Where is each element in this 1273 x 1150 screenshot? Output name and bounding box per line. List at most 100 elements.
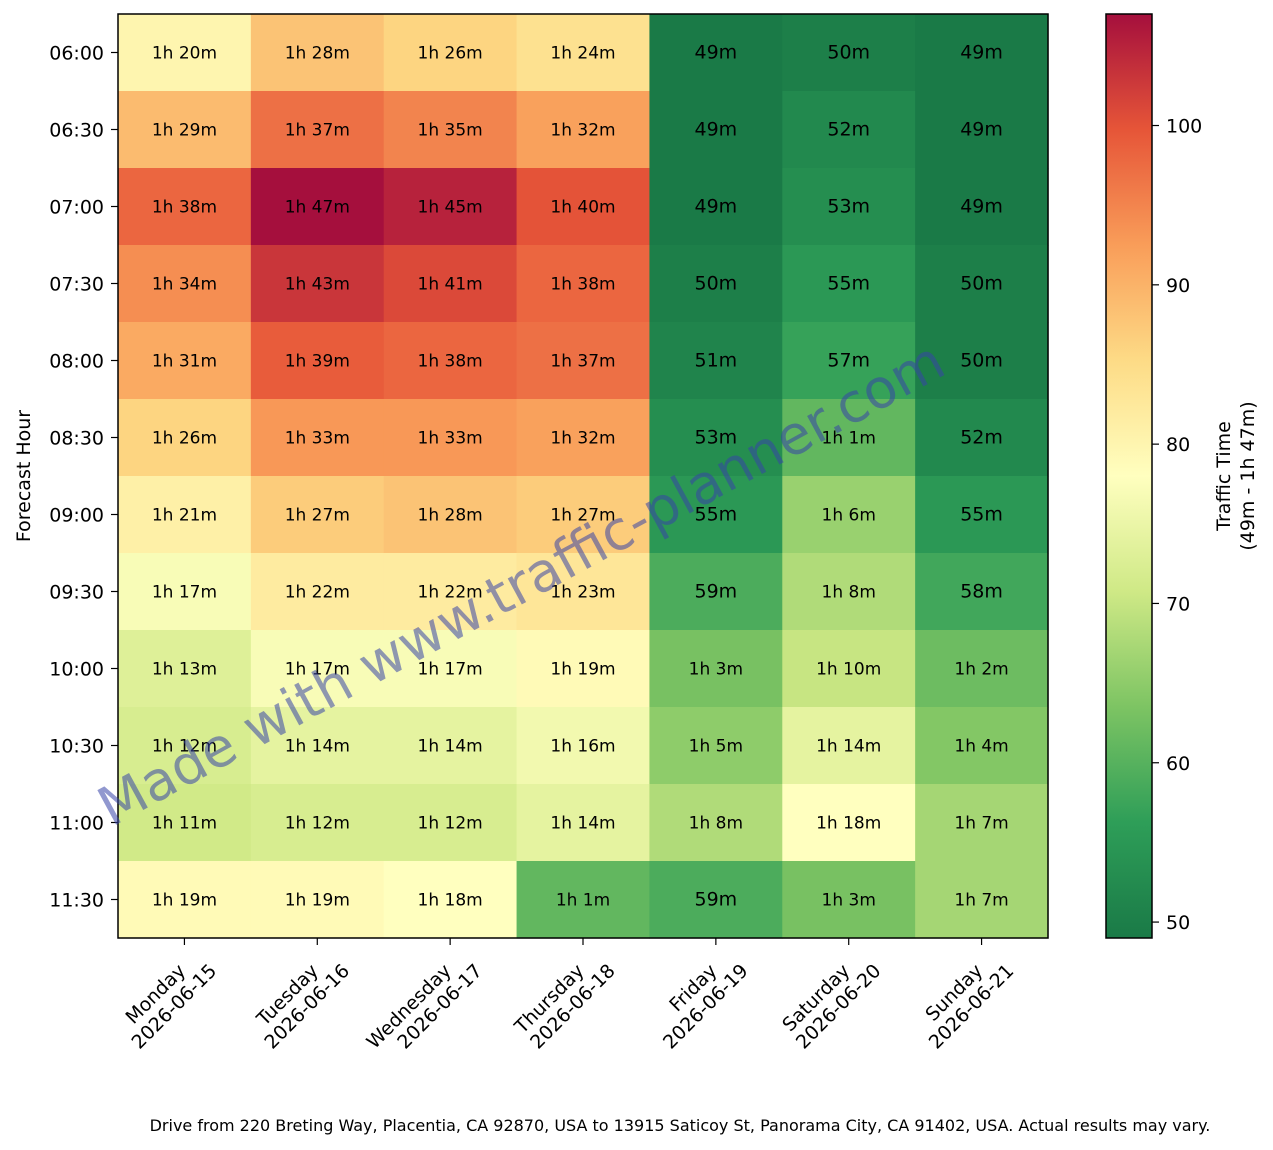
y-tick-label: 11:30 [49,890,104,912]
heatmap-cell [383,14,518,92]
colorbar-tick-label: 60 [1166,753,1190,775]
y-tick-label: 06:30 [49,120,104,142]
cell-value-label: 59m [695,581,738,603]
cell-value-label: 1h 22m [285,583,350,603]
heatmap-cell [915,245,1049,323]
heatmap-cell [649,91,783,169]
cell-value-label: 1h 33m [285,429,350,449]
cell-value-label: 1h 7m [954,814,1008,834]
cell-value-label: 53m [827,196,870,218]
heatmap-cell [915,861,1049,939]
heatmap-cell [516,168,651,246]
colorbar [1106,14,1152,938]
heatmap-cell [915,707,1049,785]
cell-value-label: 1h 24m [550,44,615,64]
cell-value-label: 1h 3m [689,660,743,680]
cell-value-label: 49m [960,42,1003,64]
colorbar-label-line2: (49m - 1h 47m) [1237,401,1259,550]
cell-value-label: 53m [695,427,738,449]
cell-value-label: 1h 27m [285,506,350,526]
cell-value-label: 49m [960,119,1003,141]
heatmap-cell [516,784,651,862]
cell-value-label: 1h 32m [550,121,615,141]
cell-value-label: 1h 31m [152,352,217,372]
cell-value-label: 1h 7m [954,891,1008,911]
heatmap-cell [383,168,518,246]
cell-value-label: 1h 37m [550,352,615,372]
cell-value-label: 1h 17m [285,660,350,680]
heatmap-cell [516,14,651,92]
heatmap-cell [915,168,1049,246]
y-tick-label: 10:00 [49,659,104,681]
cell-value-label: 49m [695,196,738,218]
cell-value-label: 1h 17m [152,583,217,603]
heatmap-cell [250,91,385,169]
cell-value-label: 1h 2m [954,660,1008,680]
heatmap-cell [118,784,252,862]
heatmap-cell [250,707,385,785]
cell-value-label: 1h 35m [418,121,483,141]
cell-value-label: 1h 28m [285,44,350,64]
heatmap-cell [915,476,1049,554]
cell-value-label: 59m [695,889,738,911]
cell-value-label: 1h 41m [418,275,483,295]
heatmap-cell [915,630,1049,708]
cell-value-label: 1h 19m [285,891,350,911]
y-tick-label: 09:00 [49,505,104,527]
heatmap-cell [782,399,916,477]
heatmap-cell [915,14,1049,92]
heatmap-cell [915,784,1049,862]
heatmap-cell [250,553,385,631]
heatmap-cell [516,245,651,323]
cell-value-label: 1h 39m [285,352,350,372]
cell-value-label: 55m [695,504,738,526]
cell-value-label: 1h 38m [152,198,217,218]
cell-value-label: 1h 14m [550,814,615,834]
heatmap-cell [118,14,252,92]
cell-value-label: 1h 20m [152,44,217,64]
heatmap-cell [383,707,518,785]
cell-value-label: 52m [827,119,870,141]
colorbar-ticks: 50 60 70 80 90 100 [1152,116,1202,934]
heatmap-cell [383,553,518,631]
heatmap-cell [649,168,783,246]
heatmap-cell [383,91,518,169]
cell-value-label: 1h 38m [418,352,483,372]
cell-value-label: 1h 3m [822,891,876,911]
heatmap-cell [118,245,252,323]
cell-value-label: 50m [827,42,870,64]
cell-value-label: 1h 37m [285,121,350,141]
heatmap-cell [915,91,1049,169]
heatmap-cell [118,91,252,169]
y-axis-label: Forecast Hour [13,410,35,542]
heatmap-cell [649,861,783,939]
cell-value-label: 1h 38m [550,275,615,295]
cell-value-label: 1h 12m [152,737,217,757]
y-tick-label: 07:00 [49,197,104,219]
cell-value-label: 1h 45m [418,198,483,218]
y-tick-label: 10:30 [49,736,104,758]
cell-value-label: 1h 34m [152,275,217,295]
colorbar-tick-label: 70 [1166,593,1190,615]
heatmap-cell [118,322,252,400]
cell-value-label: 49m [695,119,738,141]
heatmap-cell [516,322,651,400]
heatmap-cell [383,861,518,939]
cell-value-label: 1h 14m [285,737,350,757]
cell-value-label: 1h 5m [689,737,743,757]
cell-value-label: 1h 23m [550,583,615,603]
cell-value-label: 1h 22m [418,583,483,603]
heatmap-cell [250,168,385,246]
heatmap-cell [516,91,651,169]
heatmap-cell [250,14,385,92]
heatmap-cell [383,630,518,708]
cell-value-label: 1h 16m [550,737,615,757]
cell-value-label: 1h 19m [550,660,615,680]
cell-value-label: 1h 8m [822,583,876,603]
cell-value-label: 55m [827,273,870,295]
heatmap-cell [915,322,1049,400]
cell-value-label: 49m [695,42,738,64]
heatmap-cell [516,707,651,785]
cell-value-label: 1h 40m [550,198,615,218]
colorbar-tick-label: 100 [1166,116,1202,138]
